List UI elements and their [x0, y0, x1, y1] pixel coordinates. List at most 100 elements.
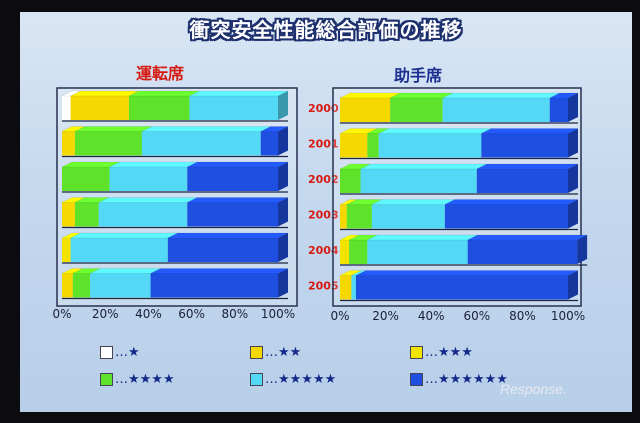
bar-segment — [340, 240, 350, 264]
x-tick-label: 60% — [178, 307, 205, 321]
bar-segment — [128, 96, 190, 120]
bar-top-face — [109, 161, 198, 168]
bar-top-face — [481, 128, 579, 134]
bar-segment — [340, 133, 368, 158]
bar-segment — [70, 96, 129, 120]
bar-segment — [481, 133, 568, 158]
legend-swatch — [250, 345, 263, 359]
legend-stars: …★★★★★ — [265, 371, 337, 387]
legend-item: …★ — [100, 344, 140, 360]
legend-stars: …★ — [115, 344, 140, 360]
legend-swatch — [100, 372, 113, 386]
bar-segment — [340, 169, 361, 193]
bar-segment — [360, 169, 477, 193]
x-tick-label: 60% — [463, 309, 490, 323]
bar-segment — [346, 204, 372, 229]
chart-frame — [332, 87, 582, 307]
bar-side-face — [568, 164, 578, 193]
bar-top-face — [150, 268, 289, 274]
bar-segment — [109, 167, 188, 191]
bar-segment — [150, 273, 278, 298]
bar-top-face — [167, 232, 289, 239]
bar-top-face — [141, 126, 271, 132]
x-tick-label: 0% — [330, 309, 349, 323]
bar-segment — [444, 204, 568, 229]
bar-top-face — [378, 128, 492, 134]
bar-side-face — [278, 126, 288, 156]
bar-segment — [189, 96, 278, 120]
bar-top-face — [187, 197, 289, 203]
bar-top-face — [98, 197, 198, 203]
bar-segment — [74, 131, 142, 156]
bar-top-face — [189, 90, 289, 97]
legend-stars: …★★★★★★ — [425, 371, 508, 387]
bar-top-face — [70, 90, 140, 97]
bar-segment — [70, 238, 168, 262]
bar-top-face — [360, 163, 487, 170]
bar-side-face — [278, 268, 288, 298]
bar-segment — [442, 98, 550, 122]
slide-title: 衝突安全性能総合評価の推移 — [189, 18, 463, 42]
bar-side-face — [568, 270, 578, 300]
bar-segment — [367, 240, 468, 264]
bar-segment — [62, 131, 75, 156]
bar-segment — [260, 131, 278, 156]
bar-side-face — [568, 93, 578, 122]
bar-top-face — [367, 234, 478, 241]
legend-item: …★★★★★ — [250, 371, 336, 387]
bar-segment — [549, 98, 568, 122]
bar-top-face — [89, 268, 161, 274]
bar-segment — [62, 202, 75, 227]
bar-side-face — [278, 233, 288, 262]
bar-segment — [62, 167, 110, 191]
x-tick-label: 100% — [551, 309, 585, 323]
bar-segment — [367, 133, 379, 158]
bar-segment — [340, 275, 352, 300]
legend-stars: …★★★ — [425, 344, 473, 360]
bar-segment — [378, 133, 482, 158]
year-label: 2001 — [308, 138, 339, 151]
legend-stars: …★★ — [265, 344, 302, 360]
bar-side-face — [278, 91, 288, 120]
bar-side-face — [568, 199, 578, 229]
chart-title-passenger: 助手席 — [394, 66, 443, 85]
legend-stars: …★★★★ — [115, 371, 175, 387]
legend-swatch — [410, 372, 423, 386]
year-label: 2004 — [308, 244, 339, 257]
x-tick-label: 80% — [509, 309, 536, 323]
x-tick-label: 20% — [92, 307, 119, 321]
bar-segment — [476, 169, 568, 193]
bar-top-face — [128, 90, 200, 97]
bar-segment — [371, 204, 445, 229]
x-tick-label: 100% — [261, 307, 295, 321]
year-label: 2000 — [308, 102, 339, 115]
bar-segment — [187, 167, 278, 191]
legend-item: …★★★★★★ — [410, 371, 508, 387]
bar-segment — [74, 202, 99, 227]
bar-segment — [467, 240, 578, 264]
bar-segment — [167, 238, 278, 262]
year-label: 2005 — [308, 280, 339, 293]
bar-segment — [62, 238, 71, 262]
bar-segment — [98, 202, 188, 227]
bar-top-face — [70, 232, 178, 239]
x-tick-label: 20% — [372, 309, 399, 323]
legend-item: …★★ — [250, 344, 301, 360]
bar-segment — [340, 98, 391, 122]
bar-segment — [351, 275, 356, 300]
bar-top-face — [371, 199, 455, 205]
bar-segment — [141, 131, 261, 156]
bar-segment — [349, 240, 368, 264]
legend-item: …★★★ — [410, 344, 473, 360]
bar-top-face — [442, 92, 560, 99]
legend-item: …★★★★ — [100, 371, 175, 387]
bar-side-face — [568, 128, 578, 158]
legend-swatch — [410, 345, 423, 359]
bar-segment — [90, 273, 151, 298]
bar-side-face — [278, 162, 288, 191]
bar-segment — [355, 275, 568, 300]
x-tick-label: 0% — [52, 307, 71, 321]
bar-top-face — [467, 234, 588, 241]
x-tick-label: 40% — [418, 309, 445, 323]
